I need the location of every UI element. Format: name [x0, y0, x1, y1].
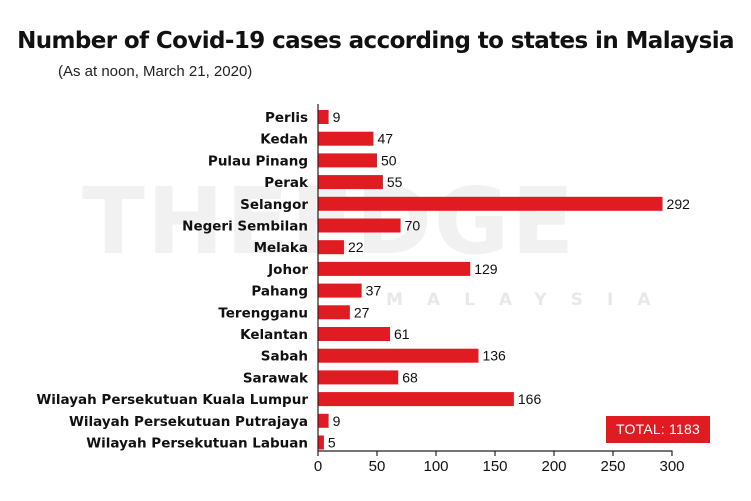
total-badge: TOTAL: 1183	[606, 416, 710, 443]
x-axis-ticks: 0 50 100 150 200 250 300	[314, 451, 685, 475]
bars	[318, 110, 663, 450]
chart-title: Number of Covid-19 cases according to st…	[17, 28, 734, 54]
bar	[318, 110, 329, 124]
bar-value-label: 27	[354, 304, 370, 320]
bar-value-label: 70	[405, 218, 421, 234]
value-labels: 9 47 50 55 292 70 22 129 37 27 61 136 68 166 9 5	[328, 109, 690, 451]
bar-value-label: 22	[348, 239, 364, 255]
category-label: Sarawak	[243, 370, 309, 386]
category-label: Negeri Sembilan	[182, 219, 308, 235]
bar	[318, 240, 344, 255]
x-tick-label: 250	[600, 458, 625, 475]
category-label: Kelantan	[240, 327, 308, 343]
category-label: Terengganu	[218, 305, 308, 321]
category-label: Kedah	[260, 132, 308, 148]
category-label: Wilayah Persekutuan Kuala Lumpur	[36, 392, 308, 408]
bar	[318, 261, 471, 276]
category-label: Perak	[264, 175, 309, 191]
bar	[318, 392, 514, 407]
bar	[318, 283, 362, 298]
x-tick-label: 150	[482, 458, 507, 475]
bar	[318, 218, 401, 233]
category-label: Johor	[267, 262, 308, 278]
bar	[318, 370, 399, 385]
bar-value-label: 50	[381, 152, 397, 168]
bar	[318, 153, 377, 168]
bar-value-label: 9	[333, 413, 341, 429]
bar	[318, 305, 350, 320]
bar	[318, 175, 383, 190]
x-tick-label: 300	[659, 458, 684, 475]
bar-value-label: 61	[394, 326, 410, 342]
bar-value-label: 5	[328, 435, 336, 451]
bar-value-label: 37	[366, 283, 382, 299]
category-label: Sabah	[261, 349, 308, 365]
x-tick-label: 200	[541, 458, 566, 475]
category-label: Pahang	[251, 284, 308, 300]
category-label: Melaka	[254, 240, 308, 256]
category-label: Wilayah Persekutuan Labuan	[86, 436, 308, 452]
bar	[318, 131, 374, 146]
category-labels: Perlis Kedah Pulau Pinang Perak Selangor Nege…	[36, 110, 309, 452]
bar-value-label: 47	[377, 131, 393, 147]
category-label: Wilayah Persekutuan Putrajaya	[69, 414, 308, 430]
bar-value-label: 136	[482, 348, 506, 364]
bar-value-label: 68	[402, 369, 418, 385]
bar-value-label: 166	[518, 391, 542, 407]
chart-subtitle: (As at noon, March 21, 2020)	[58, 63, 253, 80]
bar-value-label: 55	[387, 174, 403, 190]
x-tick-label: 100	[423, 458, 448, 475]
bar-value-label: 129	[474, 261, 498, 277]
bar	[318, 413, 329, 428]
category-label: Selangor	[240, 197, 308, 213]
bar	[318, 435, 324, 450]
watermark-logo-sub: MALAYSIA	[386, 290, 675, 310]
bar	[318, 196, 663, 211]
category-label: Perlis	[265, 110, 308, 126]
bar	[318, 348, 479, 363]
bar	[318, 327, 390, 341]
x-tick-label: 50	[369, 458, 386, 475]
x-tick-label: 0	[314, 458, 322, 475]
bar-value-label: 9	[333, 109, 341, 125]
bar-value-label: 292	[667, 196, 691, 212]
category-label: Pulau Pinang	[208, 153, 308, 169]
